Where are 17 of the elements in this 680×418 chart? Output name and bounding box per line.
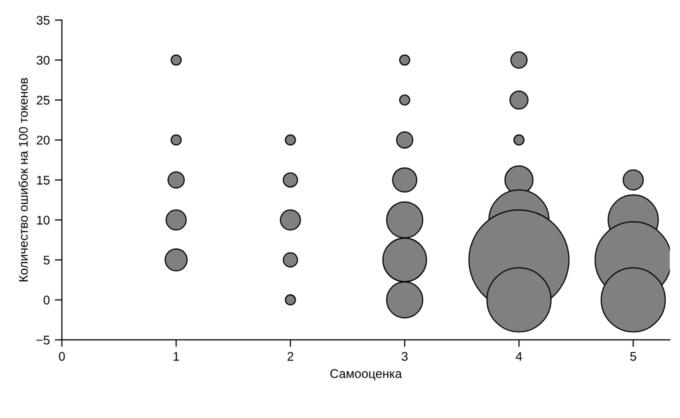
- x-axis-title: Самооценка: [330, 369, 402, 380]
- y-tick-label: 5: [44, 256, 50, 265]
- x-tick-label: 5: [630, 352, 636, 361]
- y-tick-label: 35: [36, 16, 50, 25]
- x-tick-label: 3: [402, 352, 408, 361]
- y-tick-label: 15: [37, 176, 50, 185]
- x-tick-label: 2: [288, 352, 294, 361]
- y-tick-label: 20: [36, 136, 50, 145]
- x-tick-label: 0: [58, 352, 65, 361]
- x-tick-label: 4: [516, 352, 522, 361]
- y-tick-label: 0: [44, 296, 50, 305]
- y-tick-label: 25: [36, 96, 50, 105]
- y-tick-label: 10: [37, 216, 50, 225]
- y-tick-label: −5: [36, 336, 50, 344]
- y-tick-label: 30: [36, 56, 50, 65]
- x-tick-label: 1: [174, 352, 180, 361]
- y-axis-title: Количество ошибок на 100 токенов: [18, 78, 28, 282]
